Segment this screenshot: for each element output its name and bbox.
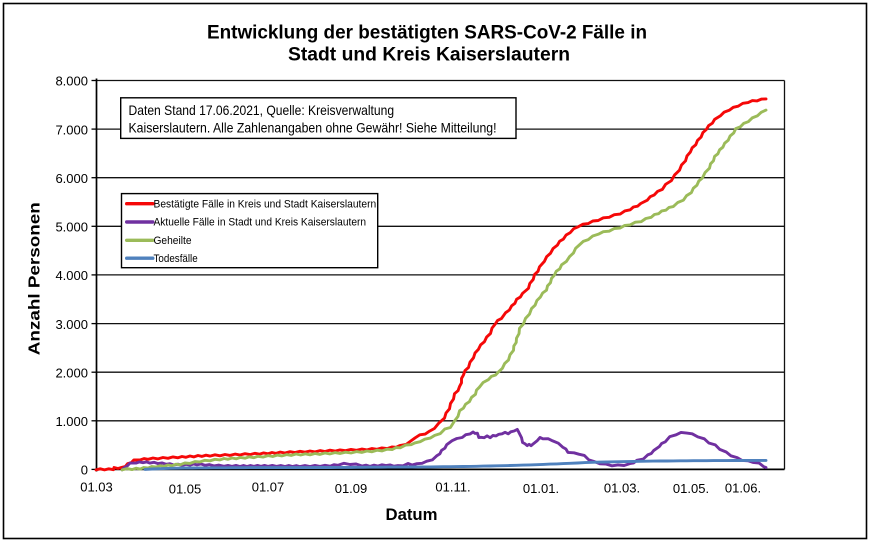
svg-text:Aktuelle Fälle in Stadt und Kr: Aktuelle Fälle in Stadt und Kreis Kaiser…	[154, 217, 367, 229]
svg-text:01.11.: 01.11.	[435, 480, 470, 495]
svg-text:01.03: 01.03	[80, 479, 113, 494]
svg-text:Stadt und Kreis Kaiserslautern: Stadt und Kreis Kaiserslautern	[288, 44, 570, 65]
svg-text:Geheilte: Geheilte	[154, 235, 192, 247]
svg-text:7.000: 7.000	[55, 122, 88, 137]
svg-text:8.000: 8.000	[55, 74, 88, 89]
svg-text:0: 0	[81, 463, 88, 478]
svg-text:01.03.: 01.03.	[604, 480, 640, 495]
svg-text:01.05: 01.05	[169, 481, 202, 496]
svg-text:1.000: 1.000	[55, 414, 88, 429]
svg-text:Todesfälle: Todesfälle	[154, 253, 198, 265]
svg-text:Datum: Datum	[386, 506, 438, 524]
svg-text:Bestätigte Fälle in Kreis und: Bestätigte Fälle in Kreis und Stadt Kais…	[154, 198, 377, 210]
svg-text:01.05.: 01.05.	[673, 481, 709, 496]
svg-text:Kaiserslautern. Alle Zahlenang: Kaiserslautern. Alle Zahlenangaben ohne …	[129, 120, 497, 136]
svg-text:6.000: 6.000	[55, 171, 88, 186]
svg-text:2.000: 2.000	[55, 365, 88, 380]
svg-text:Entwicklung der bestätigten SA: Entwicklung der bestätigten SARS-CoV-2 F…	[207, 22, 647, 43]
svg-text:01.09: 01.09	[335, 481, 368, 496]
svg-text:Anzahl Personen: Anzahl Personen	[27, 202, 44, 355]
svg-text:4.000: 4.000	[55, 268, 88, 283]
svg-text:Daten Stand 17.06.2021, Quelle: Daten Stand 17.06.2021, Quelle: Kreisver…	[129, 102, 395, 118]
svg-text:3.000: 3.000	[55, 317, 88, 332]
svg-text:5.000: 5.000	[55, 220, 88, 235]
svg-text:01.01.: 01.01.	[523, 481, 559, 496]
svg-text:01.06.: 01.06.	[725, 481, 761, 496]
svg-text:01.07: 01.07	[252, 480, 285, 495]
